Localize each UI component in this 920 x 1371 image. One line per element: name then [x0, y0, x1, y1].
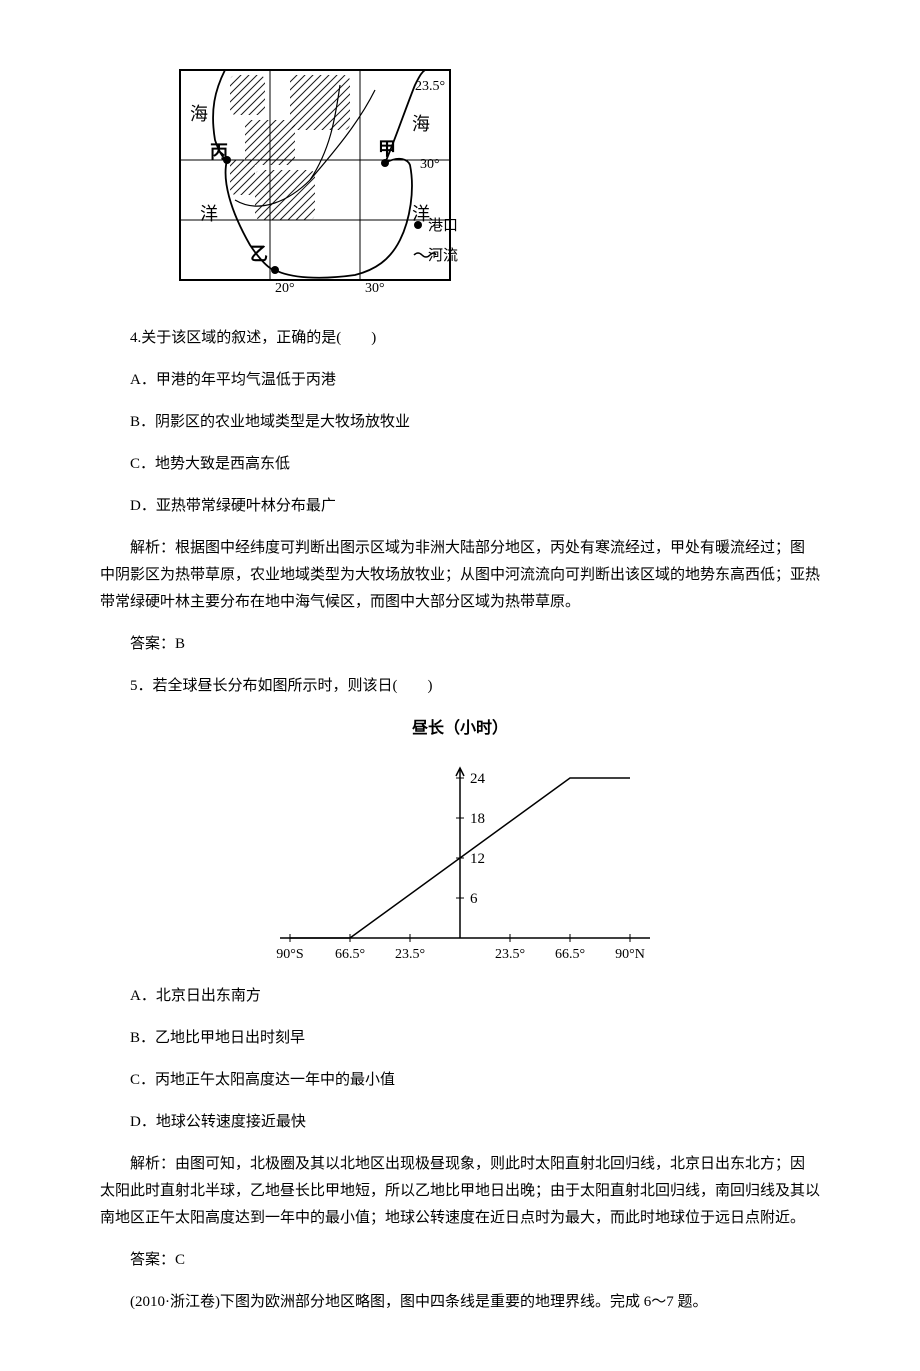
svg-text:66.5°: 66.5°: [335, 947, 365, 958]
svg-text:90°N: 90°N: [615, 947, 645, 958]
svg-text:乙: 乙: [250, 244, 268, 264]
q4-opt-b: B．阴影区的农业地域类型是大牧场放牧业: [130, 409, 820, 436]
svg-text:12: 12: [470, 851, 485, 867]
map-figure: 20°30°23.5°30°海海洋洋丙甲乙港口河流: [160, 60, 820, 310]
q5-stem: 5．若全球昼长分布如图所示时，则该日( ): [100, 673, 820, 700]
q5-answer-value: C: [175, 1252, 185, 1268]
svg-text:6: 6: [470, 891, 478, 907]
q5-opt-c: C．丙地正午太阳高度达一年中的最小值: [130, 1067, 820, 1094]
svg-text:甲: 甲: [378, 139, 396, 159]
svg-text:23.5°: 23.5°: [395, 947, 425, 958]
svg-text:港口: 港口: [428, 217, 458, 234]
svg-text:23.5°: 23.5°: [495, 947, 525, 958]
q5-answer: 答案：C: [100, 1247, 820, 1274]
q5-opt-d: D．地球公转速度接近最快: [130, 1109, 820, 1136]
explain-label: 解析：: [130, 540, 175, 556]
chart-svg: 24 18 12 6 90°S 66.5° 23.5° 23.5° 66.5° 90°N: [250, 748, 670, 958]
q5-opt-a: A．北京日出东南方: [130, 983, 820, 1010]
svg-text:海: 海: [412, 114, 430, 134]
q5-opt-b: B．乙地比甲地日出时刻早: [130, 1025, 820, 1052]
chart-title: 昼长（小时）: [250, 715, 670, 744]
svg-text:66.5°: 66.5°: [555, 947, 585, 958]
daylength-chart: 昼长（小时） 24 18 12 6 90°S 66.5° 23.5° 23.5° 66.5° 90…: [250, 715, 670, 968]
q4-opt-d: D．亚热带常绿硬叶林分布最广: [130, 493, 820, 520]
q5-explain: 解析：由图可知，北极圈及其以北地区出现极昼现象，则此时太阳直射北回归线，北京日出…: [100, 1151, 820, 1232]
q4-opt-a: A．甲港的年平均气温低于丙港: [130, 367, 820, 394]
q4-opt-c: C．地势大致是西高东低: [130, 451, 820, 478]
svg-text:20°: 20°: [275, 281, 295, 296]
svg-text:30°: 30°: [420, 157, 440, 172]
svg-text:90°S: 90°S: [276, 947, 303, 958]
q4-answer-value: B: [175, 636, 185, 652]
answer-label: 答案：: [130, 1252, 175, 1268]
explain-label: 解析：: [130, 1156, 175, 1172]
q4-explain-text: 根据图中经纬度可判断出图示区域为非洲大陆部分地区，丙处有寒流经过，甲处有暖流经过…: [100, 540, 820, 610]
svg-text:丙: 丙: [210, 142, 228, 162]
map-svg: 20°30°23.5°30°海海洋洋丙甲乙港口河流: [160, 60, 460, 300]
answer-label: 答案：: [130, 636, 175, 652]
q4-explain: 解析：根据图中经纬度可判断出图示区域为非洲大陆部分地区，丙处有寒流经过，甲处有暖…: [100, 535, 820, 616]
q67-intro: (2010·浙江卷)下图为欧洲部分地区略图，图中四条线是重要的地理界线。完成 6…: [100, 1289, 820, 1316]
svg-text:洋: 洋: [200, 204, 218, 224]
svg-text:23.5°: 23.5°: [415, 79, 445, 94]
q4-stem: 4.关于该区域的叙述，正确的是( ): [100, 325, 820, 352]
svg-text:河流: 河流: [428, 247, 458, 264]
q4-answer: 答案：B: [100, 631, 820, 658]
svg-text:24: 24: [470, 771, 486, 787]
q5-explain-text: 由图可知，北极圈及其以北地区出现极昼现象，则此时太阳直射北回归线，北京日出东北方…: [100, 1156, 820, 1226]
svg-text:30°: 30°: [365, 281, 385, 296]
svg-text:海: 海: [190, 104, 208, 124]
svg-text:18: 18: [470, 811, 485, 827]
